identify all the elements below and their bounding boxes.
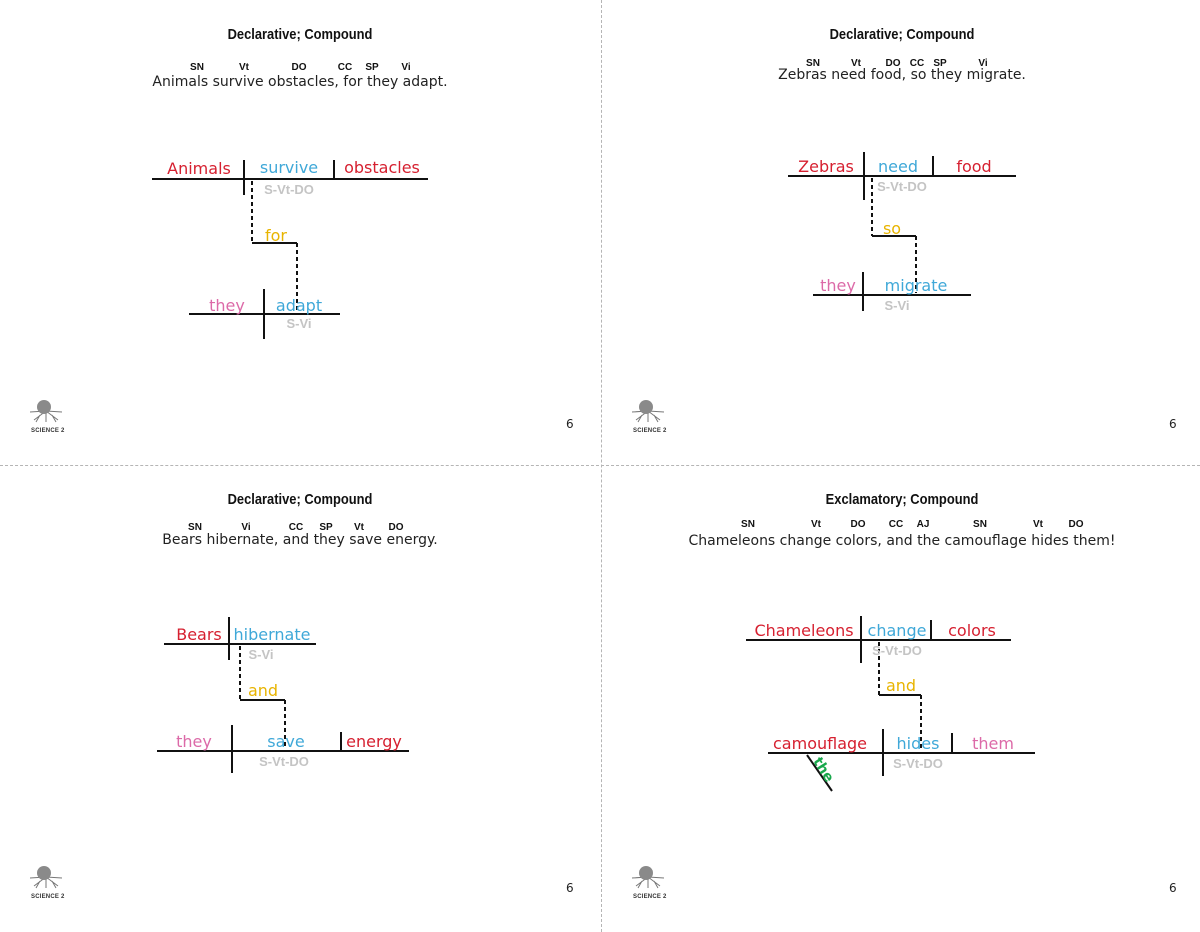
- vertical-cut-line: [601, 0, 602, 932]
- horizontal-cut-line: [0, 465, 1200, 466]
- tag-cc: CC: [909, 58, 925, 69]
- page-number: 6: [566, 881, 574, 895]
- verb-word-2: hides: [896, 734, 940, 753]
- subject-word: Zebras: [798, 157, 854, 176]
- card-title: Declarative; Compound: [227, 491, 373, 508]
- object-word-2: energy: [346, 732, 402, 751]
- verb-word: hibernate: [233, 625, 311, 644]
- tag-do: DO: [885, 58, 901, 69]
- subject-word: Animals: [167, 159, 231, 178]
- card-animals: Declarative; Compound SN Vt DO CC SP Vi …: [0, 0, 600, 466]
- logo-label: SCIENCE 2: [633, 894, 667, 900]
- sentence: Bears hibernate, and they save energy.: [162, 532, 438, 548]
- sentence-diagram: [157, 617, 409, 773]
- card-title: Declarative; Compound: [227, 26, 373, 43]
- tag-vt-2: Vt: [1033, 519, 1043, 530]
- pattern-label: S-Vt-DO: [877, 179, 927, 194]
- sentence-diagram: [152, 160, 428, 339]
- verb-word: change: [867, 621, 927, 640]
- card-title: Exclamatory; Compound: [825, 491, 979, 508]
- tag-sn: SN: [188, 522, 202, 533]
- tag-cc: CC: [337, 62, 353, 73]
- subject-word-2: they: [176, 732, 212, 751]
- tag-cc: CC: [288, 522, 304, 533]
- page-number: 6: [1169, 417, 1177, 431]
- pattern-label-2: S-Vt-DO: [893, 756, 943, 771]
- subject-word-2: they: [820, 276, 856, 295]
- tag-sp: SP: [365, 62, 379, 73]
- tag-aj: AJ: [916, 519, 930, 530]
- conjunction-word: and: [247, 681, 279, 700]
- tag-do: DO: [388, 522, 404, 533]
- page-number: 6: [1169, 881, 1177, 895]
- tag-sn: SN: [806, 58, 820, 69]
- pattern-label-2: S-Vi: [286, 316, 312, 331]
- logo-label: SCIENCE 2: [633, 428, 667, 434]
- verb-word-2: save: [267, 732, 305, 751]
- sentence-diagram: [746, 616, 1035, 792]
- card-title: Declarative; Compound: [829, 26, 975, 43]
- logo-label: SCIENCE 2: [31, 894, 65, 900]
- tree-roots-icon: [29, 400, 63, 423]
- tag-vi: Vi: [401, 62, 411, 73]
- tag-cc: CC: [888, 519, 904, 530]
- object-word-2: them: [972, 734, 1014, 753]
- verb-word-2: adapt: [275, 296, 323, 315]
- tag-vt: Vt: [354, 522, 364, 533]
- tag-do-2: DO: [1068, 519, 1084, 530]
- tag-do: DO: [850, 519, 866, 530]
- tree-roots-icon: [631, 400, 665, 423]
- conjunction-word: and: [885, 676, 917, 695]
- tag-vt: Vt: [811, 519, 821, 530]
- sentence-diagram: [788, 152, 1016, 311]
- pattern-label: S-Vi: [248, 647, 274, 662]
- subject-word: Chameleons: [754, 621, 854, 640]
- page-number: 6: [566, 417, 574, 431]
- subject-word-2: they: [209, 296, 245, 315]
- pattern-label: S-Vt-DO: [872, 643, 922, 658]
- card-bears: Declarative; Compound SN Vi CC SP Vt DO …: [0, 466, 600, 932]
- object-word: food: [956, 157, 992, 176]
- sentence: Chameleons change colors, and the camouf…: [688, 533, 1116, 549]
- tag-sn: SN: [190, 62, 204, 73]
- conjunction-word: for: [265, 226, 287, 245]
- tag-vi: Vi: [241, 522, 251, 533]
- pattern-label-2: S-Vi: [884, 298, 910, 313]
- object-word: obstacles: [344, 158, 420, 177]
- subject-word: Bears: [176, 625, 222, 644]
- object-word: colors: [948, 621, 996, 640]
- subject-word-2: camouflage: [773, 734, 867, 753]
- tree-roots-icon: [631, 866, 665, 889]
- tag-vt: Vt: [239, 62, 249, 73]
- sentence: Zebras need food, so they migrate.: [778, 67, 1026, 83]
- tag-do: DO: [291, 62, 307, 73]
- verb-word: survive: [259, 158, 319, 177]
- card-chameleons: Exclamatory; Compound SN Vt DO CC AJ SN …: [602, 466, 1200, 932]
- conjunction-word: so: [882, 219, 902, 238]
- pattern-label-2: S-Vt-DO: [259, 754, 309, 769]
- tag-sp: SP: [933, 58, 947, 69]
- sentence: Animals survive obstacles, for they adap…: [152, 74, 448, 90]
- tag-sn-2: SN: [973, 519, 987, 530]
- tag-vi: Vi: [978, 58, 988, 69]
- tag-sp: SP: [319, 522, 333, 533]
- tag-sn: SN: [741, 519, 755, 530]
- pattern-label: S-Vt-DO: [264, 182, 314, 197]
- tree-roots-icon: [29, 866, 63, 889]
- card-zebras: Declarative; Compound SN Vt DO CC SP Vi …: [602, 0, 1200, 466]
- tag-vt: Vt: [851, 58, 861, 69]
- verb-word-2: migrate: [884, 276, 948, 295]
- logo-label: SCIENCE 2: [31, 428, 65, 434]
- verb-word: need: [878, 157, 918, 176]
